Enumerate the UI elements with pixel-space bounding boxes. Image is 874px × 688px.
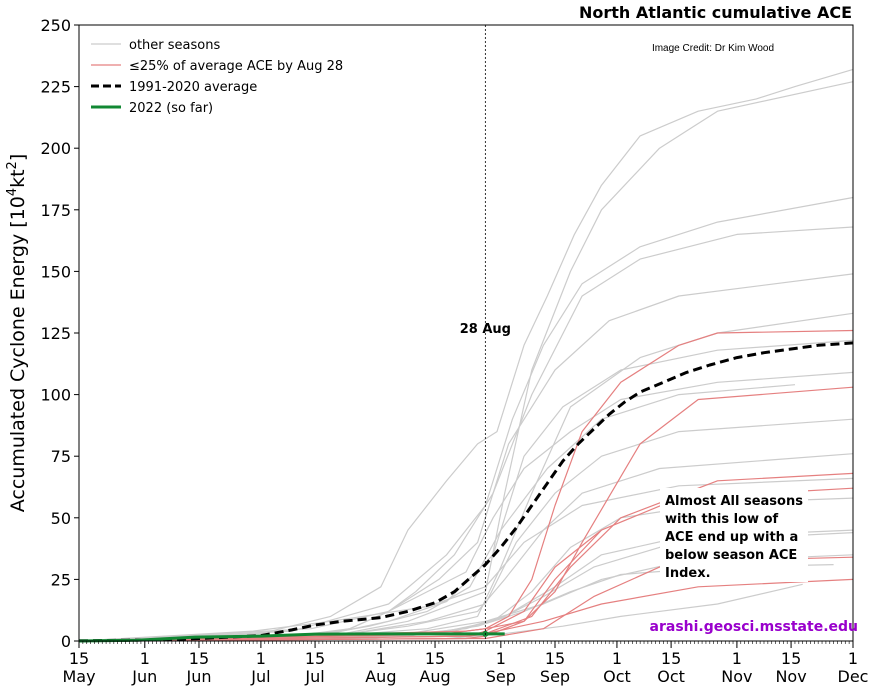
- annotation-line: Almost All seasons: [665, 494, 803, 509]
- x-tick-label-month: Aug: [419, 667, 450, 686]
- vline-layer: 28 Aug: [460, 25, 511, 641]
- x-tick-label-month: Jul: [250, 667, 270, 686]
- series-line--25-season-b: [78, 386, 854, 642]
- y-tick-label: 75: [51, 447, 71, 466]
- x-axis: 15May1Jun15Jun1Jul15Jul1Aug15Aug1Sep15Se…: [62, 641, 868, 686]
- y-axis-label: Accumulated Cyclone Energy [104kt2]: [5, 154, 29, 513]
- chart-title: North Atlantic cumulative ACE: [579, 3, 852, 22]
- series-line--25-season-f: [78, 578, 854, 642]
- x-tick-label-day: 1: [496, 649, 506, 668]
- x-tick-label-month: Nov: [775, 667, 806, 686]
- y-tick-label: 200: [40, 139, 71, 158]
- image-credit: Image Credit: Dr Kim Wood: [652, 43, 774, 54]
- series-line-other-season-7: [78, 418, 854, 642]
- y-tick-label: 0: [61, 632, 71, 651]
- x-tick-label-month: Oct: [657, 667, 685, 686]
- y-tick-label: 50: [51, 509, 71, 528]
- legend-label: 1991-2020 average: [129, 80, 257, 95]
- x-tick-label-month: May: [62, 667, 95, 686]
- x-tick-label-day: 15: [545, 649, 565, 668]
- y-axis: 0 25 50 75 100 125 150 175 200 225 250: [40, 16, 79, 651]
- x-tick-label-day: 15: [425, 649, 445, 668]
- x-tick-label-day: 15: [189, 649, 209, 668]
- annotation: Almost All seasons with this low of ACE en…: [665, 494, 803, 581]
- annotation-line: ACE end up with a: [665, 530, 798, 545]
- series-line-other-season-4: [78, 273, 854, 642]
- legend-label: ≤25% of average ACE by Aug 28: [129, 59, 343, 74]
- annotation-line: Index.: [665, 566, 711, 581]
- annotation-line: with this low of: [665, 512, 779, 527]
- series-line-other-season-12: [78, 226, 854, 642]
- x-tick-label-day: 15: [305, 649, 325, 668]
- x-tick-label-day: 1: [612, 649, 622, 668]
- y-tick-label: 125: [40, 324, 71, 343]
- series-line-2022-so-far-: [78, 632, 505, 643]
- y-axis-label-sup2: 2: [5, 161, 20, 169]
- y-tick-label: 100: [40, 386, 71, 405]
- x-tick-label-month: Oct: [603, 667, 631, 686]
- y-axis-label-main: Accumulated Cyclone Energy [10: [7, 196, 29, 512]
- x-tick-label-day: 15: [69, 649, 89, 668]
- x-tick-label-month: Jun: [185, 667, 211, 686]
- x-tick-label-day: 15: [661, 649, 681, 668]
- x-tick-label-day: 1: [256, 649, 266, 668]
- x-tick-label-month: Nov: [721, 667, 752, 686]
- x-tick-label-day: 1: [848, 649, 858, 668]
- y-axis-label-mid: kt: [7, 169, 29, 187]
- source-url: arashi.geosci.msstate.edu: [650, 619, 858, 635]
- x-tick-label-day: 1: [732, 649, 742, 668]
- vline-label: 28 Aug: [460, 322, 511, 337]
- legend-label: other seasons: [129, 38, 220, 53]
- legend: other seasons ≤25% of average ACE by Aug …: [91, 38, 343, 116]
- series-line-other-season-3: [78, 196, 854, 642]
- y-axis-label-end: ]: [7, 154, 29, 161]
- annotation-line: below season ACE: [665, 548, 797, 563]
- x-tick-label-day: 15: [781, 649, 801, 668]
- x-tick-label-day: 1: [140, 649, 150, 668]
- y-tick-label: 150: [40, 262, 71, 281]
- x-tick-label-month: Dec: [838, 667, 869, 686]
- x-tick-label-month: Jun: [131, 667, 157, 686]
- series-line-1991-2020-average: [78, 341, 854, 643]
- y-tick-label: 250: [40, 16, 71, 35]
- x-tick-label-month: Jul: [304, 667, 324, 686]
- y-axis-label-sup: 4: [5, 188, 20, 196]
- x-tick-label-month: Sep: [486, 667, 516, 686]
- annotation-box: [660, 488, 808, 582]
- y-tick-label: 175: [40, 201, 71, 220]
- y-tick-label: 25: [51, 570, 71, 589]
- x-tick-label-month: Aug: [365, 667, 396, 686]
- x-tick-label-month: Sep: [540, 667, 570, 686]
- series-line-other-season-2: [78, 81, 854, 642]
- legend-label: 2022 (so far): [129, 101, 213, 116]
- x-tick-label-day: 1: [376, 649, 386, 668]
- y-tick-label: 225: [40, 78, 71, 97]
- series-line-other-season-1: [78, 68, 854, 642]
